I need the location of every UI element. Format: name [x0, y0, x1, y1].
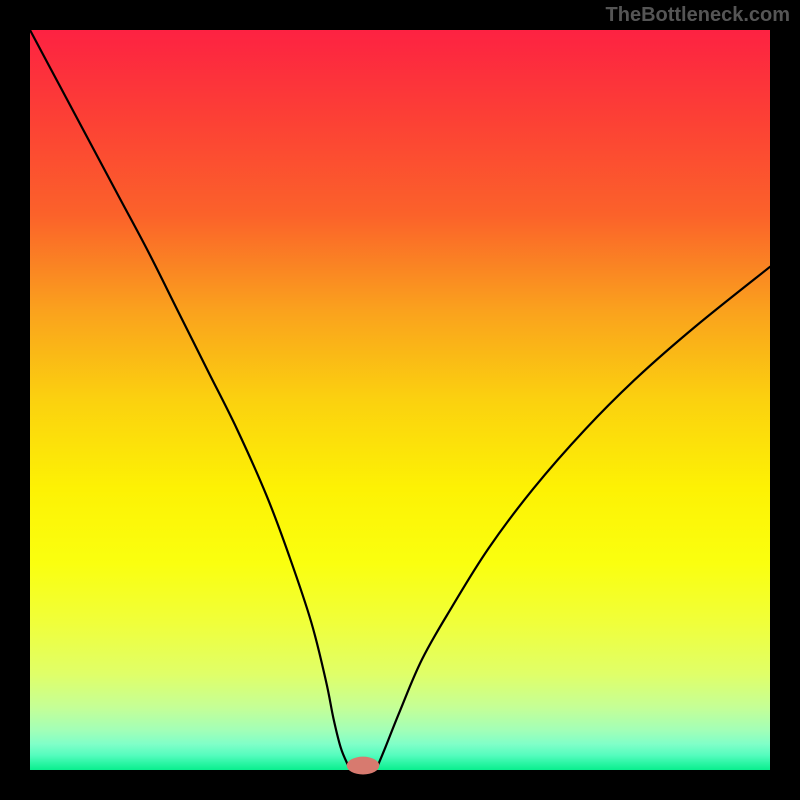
plot-background	[30, 30, 770, 770]
optimum-marker	[347, 757, 380, 775]
page-root: TheBottleneck.com	[0, 0, 800, 800]
watermark-text: TheBottleneck.com	[606, 4, 790, 27]
bottleneck-chart	[0, 0, 800, 800]
